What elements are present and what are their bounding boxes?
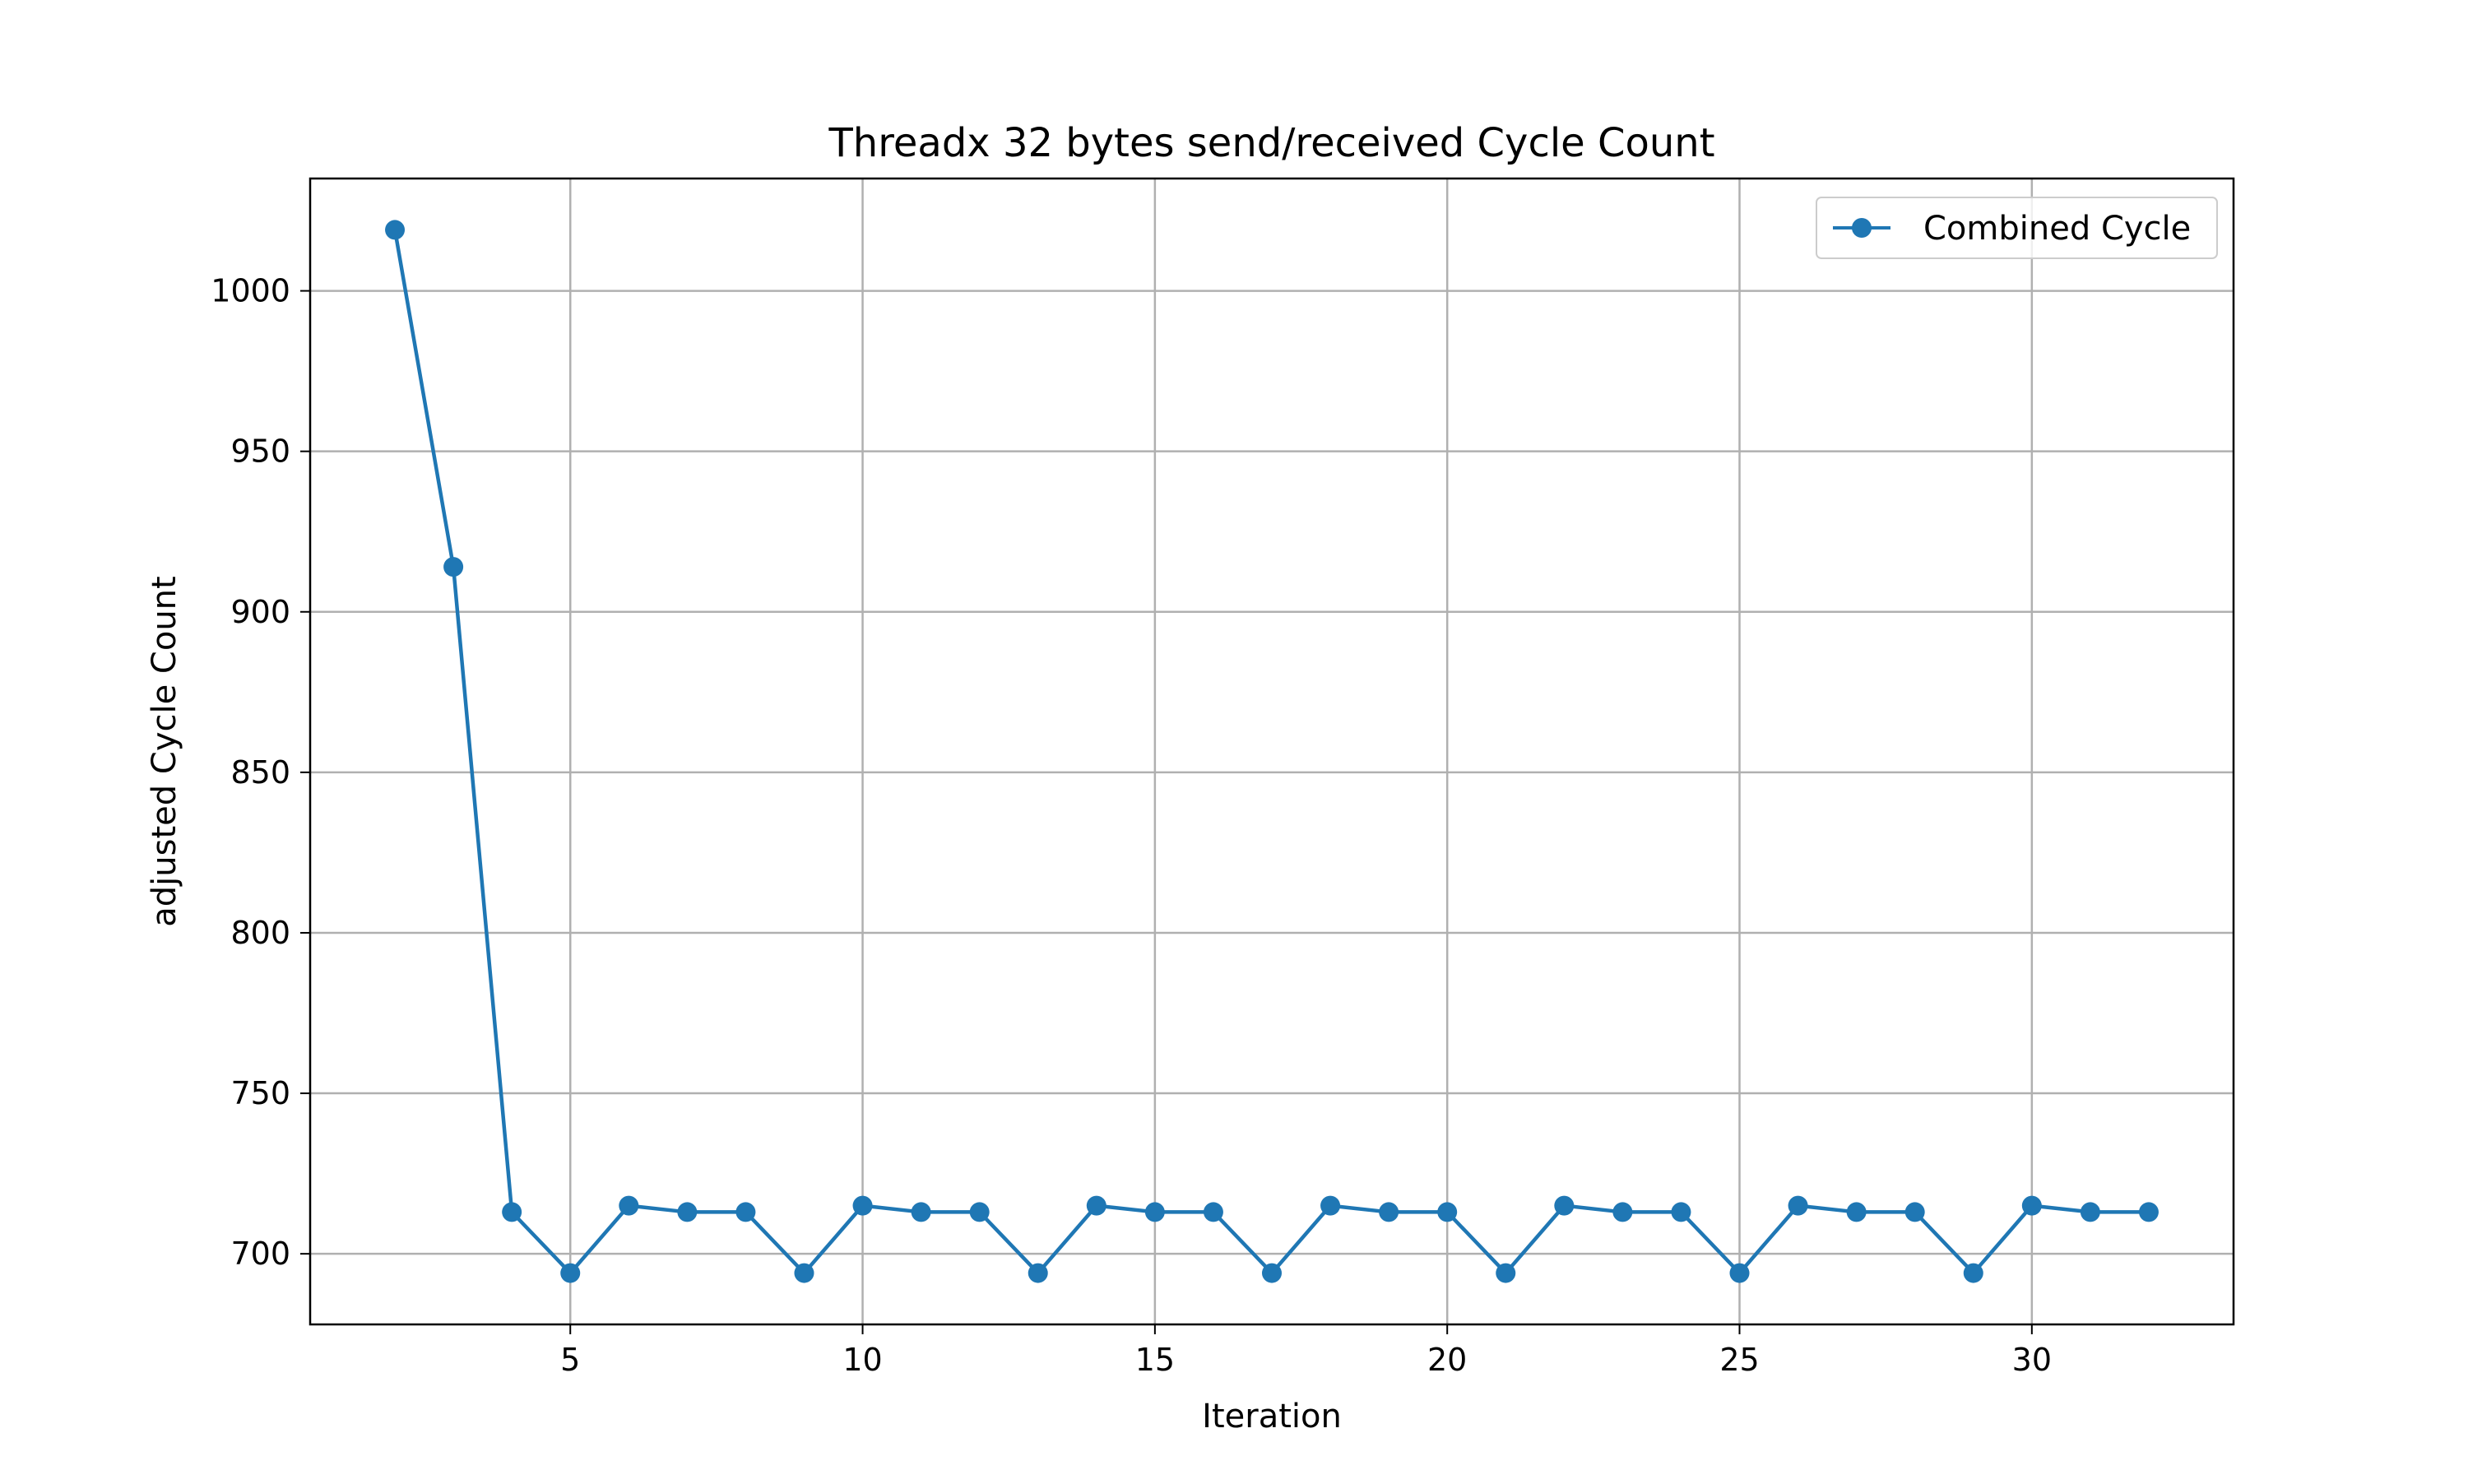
x-axis-label: Iteration [1202,1398,1342,1435]
data-point [1729,1263,1750,1283]
data-point [1496,1263,1516,1283]
legend-box [1816,197,2218,259]
data-point [1203,1202,1223,1222]
y-tick-label: 1000 [211,273,290,309]
legend-label: Combined Cycle [1923,210,2191,248]
data-point [1379,1202,1399,1222]
data-point [735,1202,756,1222]
data-point [1554,1195,1575,1216]
x-tick-label: 20 [1427,1342,1467,1378]
data-point [1788,1195,1808,1216]
data-point [385,220,406,240]
data-point [677,1202,698,1222]
data-point [1963,1263,1983,1283]
x-tick-label: 5 [560,1342,580,1378]
data-point [1612,1202,1633,1222]
data-point [560,1263,581,1283]
plot-frame [308,177,2235,1326]
y-tick-label: 900 [230,594,290,630]
data-point [1846,1202,1867,1222]
data-point [502,1202,522,1222]
axis-ticks: 5 10 15 20 25 30 700 750 800 850 900 950 1000 [211,273,2052,1378]
data-point [619,1195,639,1216]
x-tick-label: 30 [2012,1342,2052,1378]
x-tick-label: 10 [842,1342,882,1378]
data-point [794,1263,814,1283]
data-point [2138,1202,2159,1222]
data-point [1671,1202,1691,1222]
legend-marker-swatch [1852,218,1872,238]
data-point [1320,1195,1341,1216]
y-tick-label: 750 [230,1075,290,1111]
data-point [2080,1202,2100,1222]
y-tick-label: 950 [230,434,290,470]
data-point [1144,1202,1165,1222]
data-point [1437,1202,1458,1222]
y-axis-label: adjusted Cycle Count [146,576,183,926]
chart-title: Threadx 32 bytes send/received Cycle Cou… [828,120,1714,166]
data-point [1904,1202,1925,1222]
data-point [1028,1263,1048,1283]
y-tick-label: 800 [230,915,290,951]
y-tick-label: 700 [230,1236,290,1272]
x-tick-label: 15 [1135,1342,1175,1378]
data-point [969,1202,990,1222]
series-layer [385,220,2159,1283]
data-point [1086,1195,1106,1216]
grid [310,179,2234,1324]
legend: Combined Cycle [1816,197,2218,259]
data-point [911,1202,931,1222]
data-point [443,557,464,577]
y-tick-label: 850 [230,754,290,791]
x-tick-label: 25 [1719,1342,1759,1378]
data-point [1262,1263,1282,1283]
data-point [852,1195,873,1216]
data-point [2021,1195,2042,1216]
